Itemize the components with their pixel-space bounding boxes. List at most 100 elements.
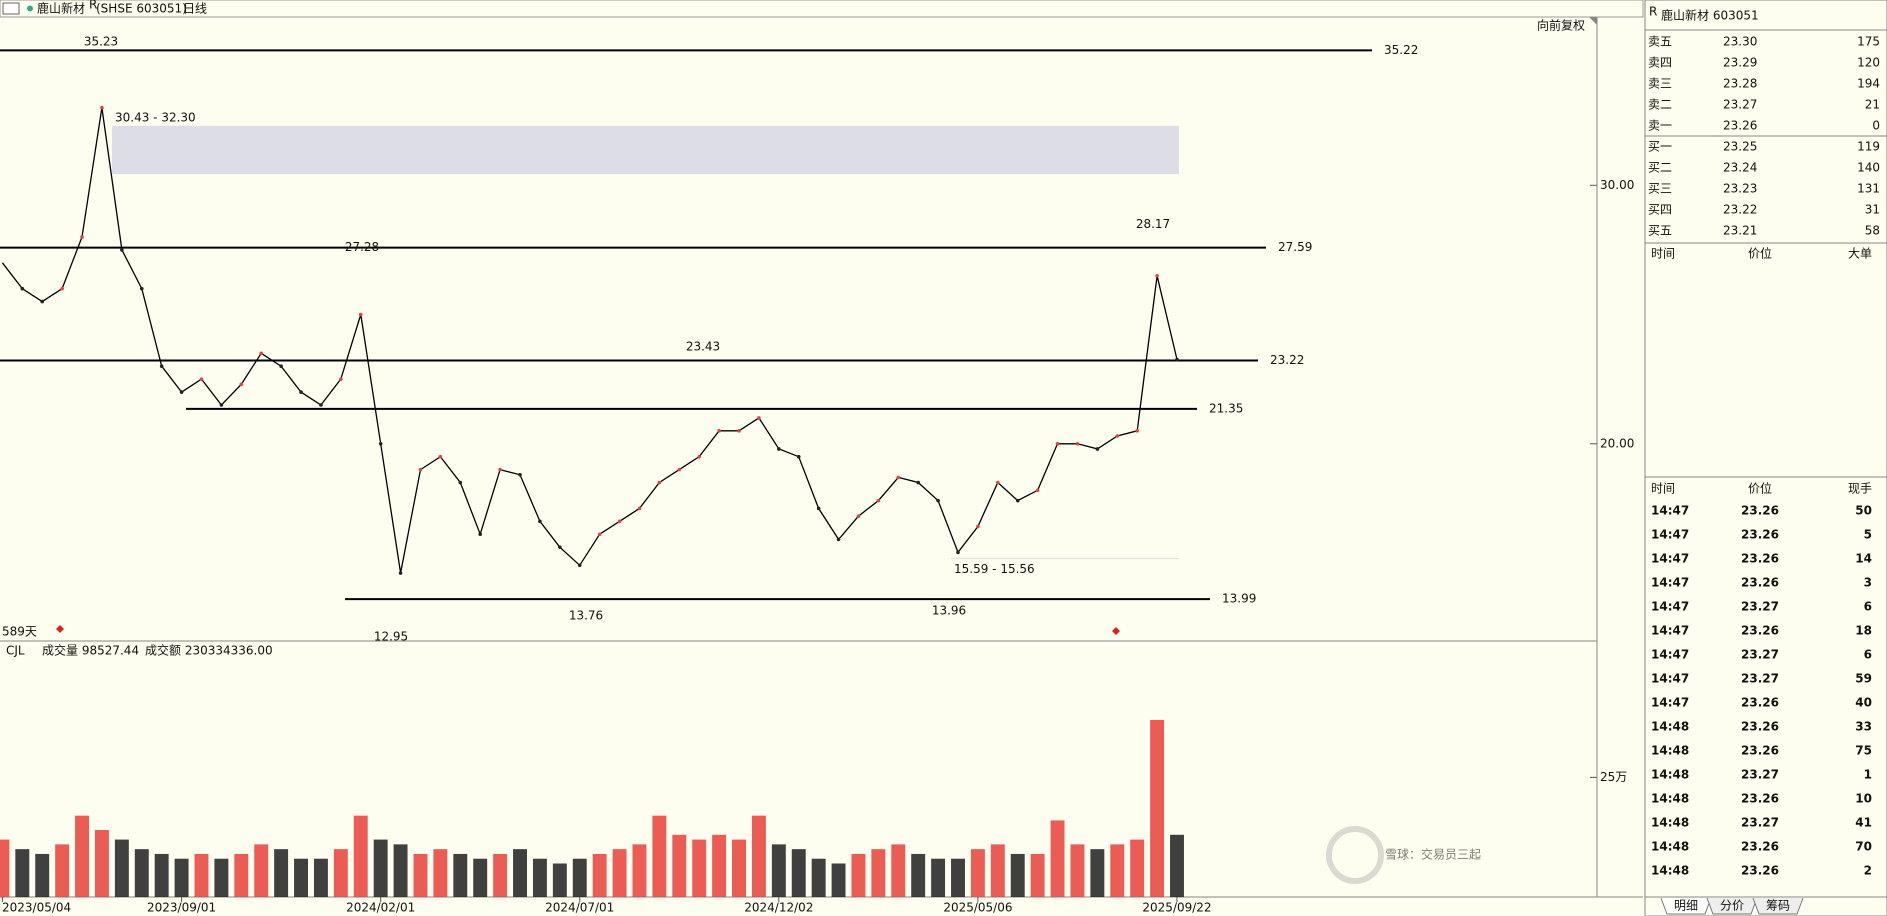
tab[interactable]	[1706, 897, 1758, 915]
price-point	[60, 286, 64, 291]
price-point	[339, 377, 343, 381]
price-point	[876, 498, 881, 503]
price-point	[916, 480, 920, 485]
book-price: 23.25	[1723, 140, 1757, 154]
column-header: 价位	[1748, 246, 1772, 261]
trade-volume: 1	[1864, 768, 1872, 782]
trade-time: 14:48	[1651, 720, 1689, 734]
price-point	[677, 467, 682, 472]
price-point	[398, 571, 403, 575]
price-point	[577, 563, 582, 568]
price-point	[856, 514, 861, 518]
volume-bar	[592, 853, 607, 897]
trade-time: 14:47	[1651, 552, 1689, 566]
trade-volume: 5	[1864, 528, 1872, 542]
zone-label: 30.43 - 32.30	[115, 110, 196, 124]
period[interactable]: 日线	[183, 2, 207, 16]
adjust-mode[interactable]: 向前复权	[1537, 18, 1585, 33]
top-bar	[0, 0, 1644, 18]
trade-price: 23.27	[1741, 816, 1779, 830]
quote-title: 鹿山新材 603051	[1661, 8, 1759, 23]
price-point	[1175, 357, 1179, 362]
book-price: 23.23	[1723, 182, 1757, 196]
quote-mark: R	[1649, 5, 1657, 19]
volume-bar	[712, 834, 727, 897]
book-volume: 175	[1857, 35, 1880, 49]
volume-bar	[891, 844, 906, 897]
book-label: 买二	[1648, 161, 1672, 175]
volume-bar	[672, 834, 687, 897]
column-header: 现手	[1848, 482, 1872, 496]
volume-bar	[294, 858, 308, 897]
volume-bar	[453, 853, 468, 897]
trade-time: 14:48	[1651, 768, 1689, 782]
high-label: 23.43	[686, 340, 720, 354]
price-point	[20, 286, 25, 291]
trade-price: 23.27	[1741, 648, 1779, 662]
column-header: 时间	[1651, 482, 1675, 496]
level-label: 35.22	[1384, 43, 1418, 57]
book-label: 买五	[1648, 224, 1672, 238]
corner	[1589, 17, 1597, 25]
trade-volume: 6	[1864, 648, 1872, 662]
price-point	[538, 519, 542, 524]
rights-mark: R	[89, 0, 97, 12]
volume-bar	[1050, 820, 1065, 897]
trade-time: 14:48	[1651, 864, 1689, 878]
book-volume: 0	[1872, 119, 1880, 133]
tab-label[interactable]: 分价	[1720, 899, 1744, 913]
status-dot	[27, 5, 33, 12]
trade-price: 23.26	[1741, 528, 1779, 542]
watermark-logo	[1326, 826, 1384, 884]
indicator-name[interactable]: CJL	[6, 644, 25, 658]
trade-time: 14:47	[1651, 672, 1689, 686]
price-point	[657, 480, 662, 485]
price-point	[120, 248, 124, 252]
trade-time: 14:48	[1651, 744, 1689, 758]
x-tick-label: 2023/09/01	[147, 901, 216, 915]
x-tick-label: 2025/09/22	[1142, 901, 1211, 915]
book-label: 卖三	[1648, 77, 1672, 91]
book-volume: 119	[1857, 140, 1880, 154]
price-point	[358, 312, 363, 317]
level-label: 13.99	[1222, 592, 1256, 606]
trade-volume: 41	[1855, 816, 1872, 830]
level-label: 23.22	[1270, 353, 1304, 367]
book-price: 23.22	[1723, 203, 1757, 217]
volume-bar	[353, 815, 368, 897]
volume-bar	[373, 839, 388, 897]
tab-label[interactable]: 明细	[1674, 899, 1698, 913]
tab[interactable]	[1660, 897, 1712, 915]
price-point	[777, 447, 781, 451]
volume-bar	[572, 858, 587, 897]
trade-price: 23.26	[1741, 840, 1779, 854]
menu-icon[interactable]	[2, 2, 20, 15]
trade-price: 23.27	[1741, 768, 1779, 782]
trade-volume: 18	[1855, 624, 1872, 638]
price-point	[1095, 447, 1100, 451]
volume-bar	[55, 844, 70, 897]
tab-label[interactable]: 筹码	[1766, 899, 1790, 913]
price-point	[159, 364, 164, 369]
tab[interactable]	[1752, 897, 1804, 915]
price-point	[936, 498, 940, 503]
price-point	[219, 403, 224, 407]
volume-bar	[532, 858, 547, 897]
volume-bar	[234, 853, 249, 897]
book-price: 23.28	[1723, 77, 1757, 91]
volume-bar	[851, 853, 866, 897]
price-point	[518, 472, 522, 477]
trade-price: 23.26	[1741, 792, 1779, 806]
book-volume: 21	[1865, 98, 1880, 112]
price-point	[418, 467, 423, 472]
y-tick-label: 30.00	[1600, 178, 1634, 192]
column-header: 价位	[1748, 481, 1772, 496]
book-price: 23.27	[1723, 98, 1757, 112]
volume-bar	[254, 844, 269, 897]
marker	[1112, 627, 1120, 635]
volume-bar	[513, 849, 527, 897]
trade-price: 23.27	[1741, 672, 1779, 686]
volume-bar	[1110, 844, 1125, 897]
amount-text: 成交额 230334336.00	[145, 643, 273, 658]
